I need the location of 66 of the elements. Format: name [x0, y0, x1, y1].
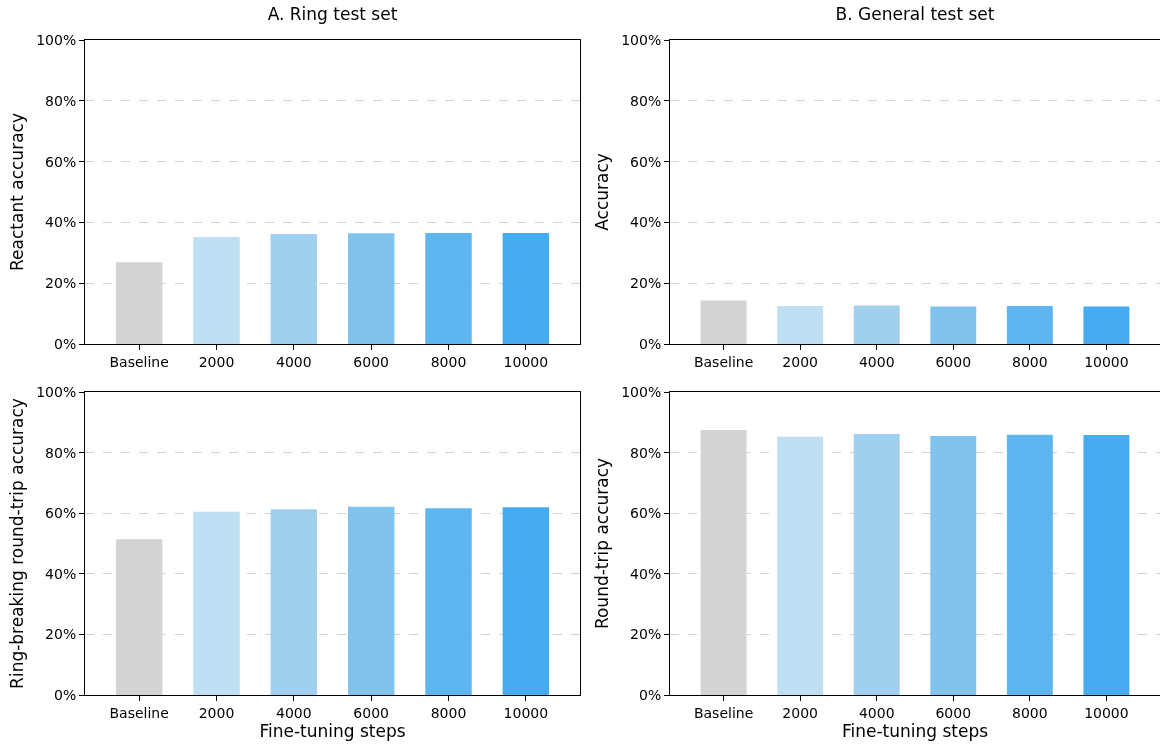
x-tick-label: Baseline — [693, 353, 754, 370]
y-axis-title: Round-trip accuracy — [591, 457, 612, 630]
chart-title: B. General test set — [835, 3, 995, 24]
y-tick-label: 20% — [45, 626, 77, 643]
y-tick-label: 60% — [45, 153, 77, 170]
x-tick-label: 4000 — [858, 353, 895, 370]
x-tick-label: 6000 — [353, 353, 389, 370]
y-tick-label: 60% — [630, 505, 662, 522]
bar — [193, 511, 240, 695]
y-axis-title: Reactant accuracy — [6, 113, 27, 271]
x-tick-label: 2000 — [782, 704, 818, 721]
x-tick-label: 8000 — [430, 704, 467, 721]
y-tick-label: 0% — [53, 335, 77, 352]
x-tick-label: Baseline — [109, 353, 169, 370]
x-tick-label: 4000 — [276, 353, 312, 370]
y-tick-label: 80% — [45, 92, 77, 109]
y-tick-label: 20% — [45, 275, 77, 292]
x-tick-label: 2000 — [782, 353, 818, 370]
x-tick-label: 2000 — [198, 704, 235, 721]
bar — [193, 236, 240, 344]
y-tick-label: 60% — [45, 505, 77, 522]
y-tick-label: 80% — [630, 444, 662, 461]
bar — [425, 508, 472, 695]
y-tick-label: 80% — [45, 444, 77, 461]
x-tick-label: 8000 — [1012, 704, 1048, 721]
x-tick-label: 10000 — [503, 353, 549, 370]
x-tick-label: 6000 — [935, 704, 972, 721]
x-tick-label: Baseline — [693, 704, 754, 721]
x-tick-label: 4000 — [858, 704, 895, 721]
y-tick-label: 40% — [45, 565, 77, 582]
y-tick-label: 40% — [630, 214, 662, 231]
y-tick-label: 80% — [630, 92, 662, 109]
y-tick-label: 0% — [638, 686, 662, 703]
x-tick-label: 10000 — [503, 704, 549, 721]
bar — [502, 233, 550, 344]
x-tick-label: 4000 — [276, 704, 312, 721]
chart-title: A. Ring test set — [267, 3, 398, 24]
y-tick-label: 60% — [630, 153, 662, 170]
bar — [502, 507, 550, 695]
y-axis-title: Ring-breaking round-trip accuracy — [6, 398, 27, 689]
y-tick-label: 100% — [621, 383, 662, 400]
y-tick-label: 0% — [638, 335, 662, 352]
y-tick-label: 0% — [53, 686, 77, 703]
y-tick-label: 40% — [630, 565, 662, 582]
x-tick-label: 10000 — [1084, 353, 1129, 370]
x-tick-label: 6000 — [935, 353, 972, 370]
bar — [270, 509, 318, 695]
x-tick-label: 8000 — [1012, 353, 1048, 370]
y-tick-label: 100% — [36, 31, 77, 48]
y-tick-label: 100% — [621, 31, 662, 48]
y-tick-label: 20% — [630, 275, 662, 292]
x-axis-title: Fine-tuning steps — [841, 720, 989, 741]
x-axis-title: Fine-tuning steps — [259, 720, 406, 741]
y-axis-title: Accuracy — [591, 153, 612, 231]
y-tick-label: 100% — [36, 383, 77, 400]
x-tick-label: 2000 — [198, 353, 235, 370]
y-tick-label: 20% — [630, 626, 662, 643]
x-tick-label: 10000 — [1084, 704, 1129, 721]
bar — [270, 233, 318, 344]
x-tick-label: Baseline — [109, 704, 169, 721]
bar — [425, 233, 472, 344]
y-tick-label: 40% — [45, 214, 77, 231]
x-tick-label: 8000 — [430, 353, 467, 370]
bar — [347, 506, 395, 695]
bar — [347, 233, 395, 344]
x-tick-label: 6000 — [353, 704, 389, 721]
